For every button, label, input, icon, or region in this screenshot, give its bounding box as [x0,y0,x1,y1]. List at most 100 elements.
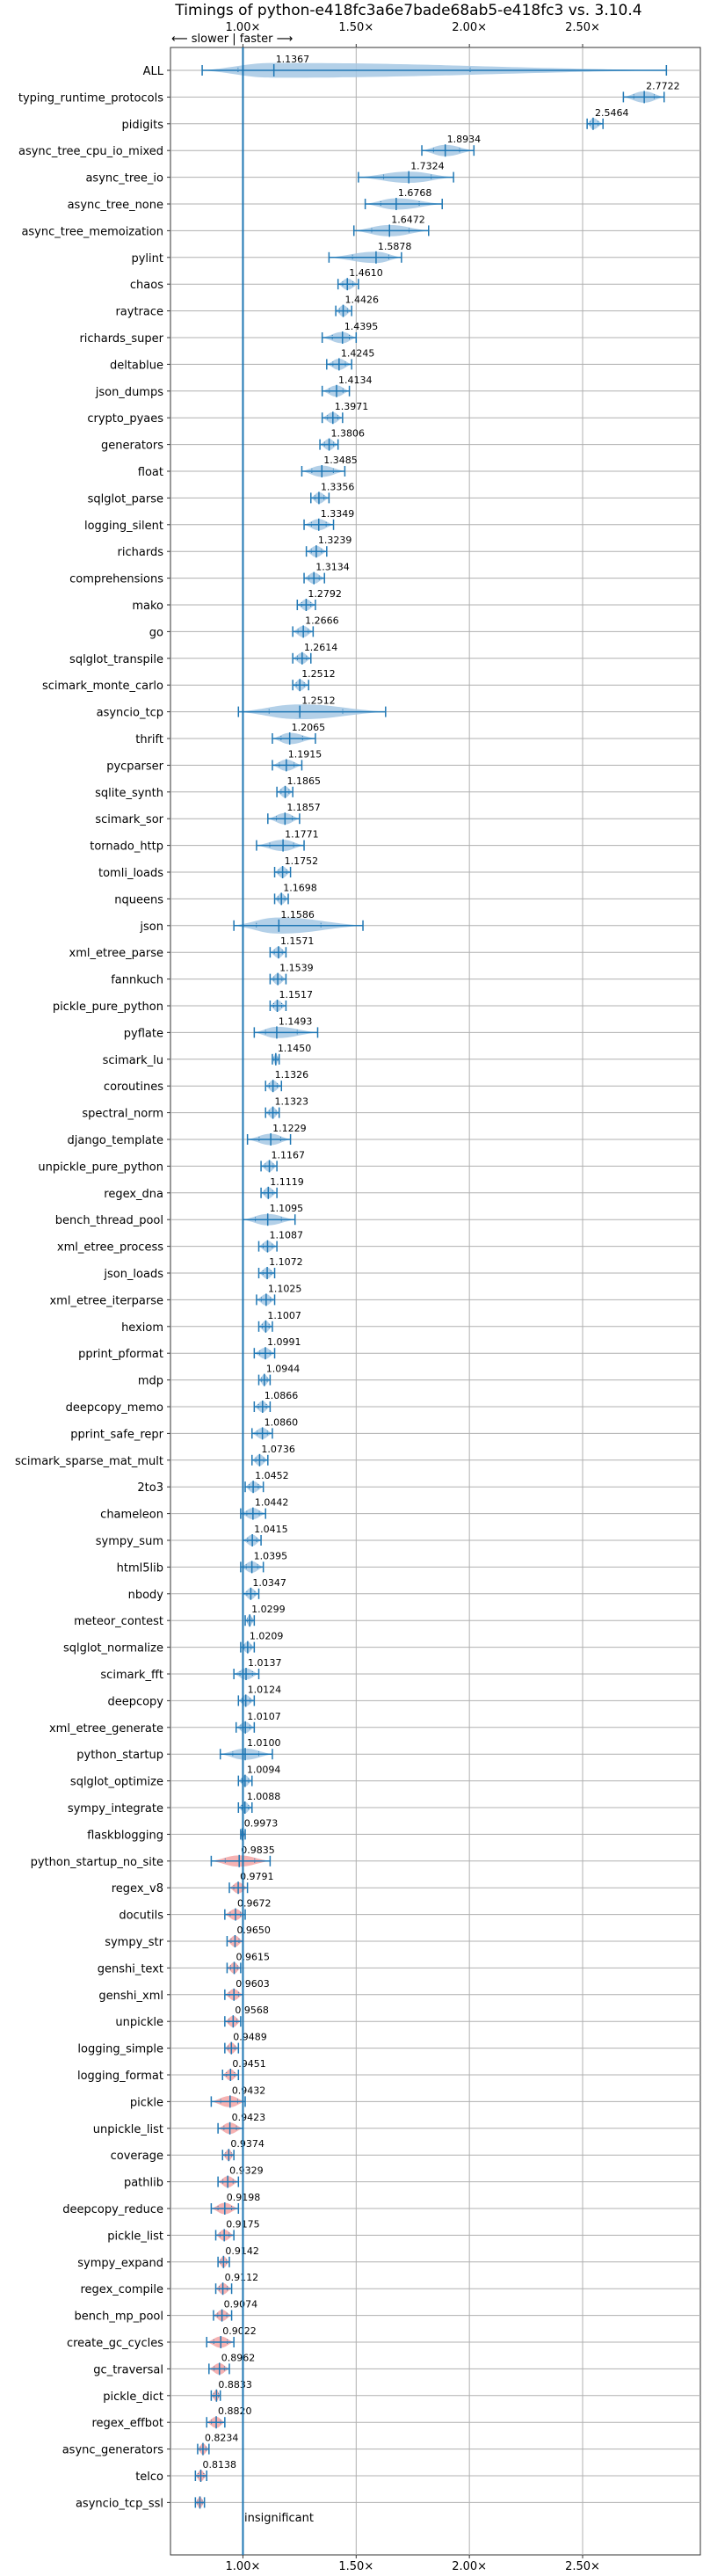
value-label: 1.3971 [335,401,369,412]
benchmark-label: deepcopy_memo [66,1401,163,1415]
value-label: 1.1025 [268,1283,302,1294]
benchmark-label: pickle [130,2096,163,2109]
value-label: 1.1539 [279,963,314,974]
benchmark-label: spectral_norm [82,1108,163,1121]
value-label: 0.9451 [232,2058,266,2070]
benchmark-violin: 1.0209 [240,1631,283,1654]
benchmark-violin: 1.4610 [337,267,383,291]
value-label: 1.1915 [288,748,323,760]
value-label: 1.4426 [345,295,380,306]
benchmark-violin: 1.0094 [237,1765,280,1787]
value-label: 1.0124 [248,1684,282,1695]
value-label: 1.1771 [285,829,319,840]
x-tick-label-top: 1.50× [338,21,373,34]
benchmark-violin: 1.0100 [219,1737,281,1761]
benchmark-label: mdp [138,1375,163,1388]
value-label: 1.0736 [261,1444,295,1455]
value-label: 1.5878 [378,241,412,252]
benchmark-violin: 1.0944 [257,1364,300,1386]
benchmark-label: xml_etree_generate [49,1722,163,1736]
value-label: 1.0395 [254,1550,288,1561]
benchmark-violin: 0.9198 [210,2192,260,2215]
value-label: 0.8138 [202,2459,236,2470]
benchmark-label: richards_super [79,332,163,346]
benchmark-label: coroutines [104,1081,163,1094]
benchmark-violin: 1.1493 [253,1015,319,1039]
x-tick-label-bottom: 2.00× [452,2560,487,2573]
value-label: 1.1586 [280,909,315,921]
benchmark-violin: 1.4245 [326,347,374,371]
x-tick-label-bottom: 1.50× [338,2560,373,2573]
value-label: 1.0299 [251,1604,286,1615]
benchmark-label: unpickle [115,2016,163,2029]
benchmark-violin: 0.9791 [228,1871,274,1895]
benchmark-label: asyncio_tcp_ssl [76,2497,163,2510]
benchmark-label: python_startup_no_site [31,1856,163,1869]
value-label: 0.9672 [237,1898,272,1910]
benchmark-violin: 2.7722 [622,80,680,104]
benchmark-violin: 1.1323 [265,1096,308,1119]
benchmark-label: genshi_xml [98,1990,163,2003]
value-label: 1.0088 [247,1791,281,1802]
benchmark-label: async_tree_none [68,199,163,212]
benchmark-label: pickle_list [107,2230,163,2243]
x-tick-label-bottom: 1.00× [226,2560,261,2573]
x-tick-label-bottom: 2.50× [565,2560,600,2573]
benchmark-label: 2to3 [137,1481,163,1495]
value-label: 1.1007 [267,1310,301,1321]
benchmark-violin: 1.1450 [272,1043,311,1066]
value-label: 1.3134 [315,562,350,573]
benchmark-violin: 1.4395 [321,321,378,344]
benchmark-label: docutils [119,1910,163,1923]
benchmark-violin: 1.1229 [246,1123,307,1146]
benchmark-label: nqueens [114,893,163,906]
value-label: 0.8234 [205,2433,238,2444]
value-label: 0.9329 [229,2165,264,2177]
benchmark-label: sympy_str [105,1936,163,1949]
benchmark-violin: 1.0137 [233,1657,281,1680]
benchmark-label: xml_etree_process [57,1241,163,1255]
benchmark-label: scimark_monte_carlo [42,680,163,693]
benchmark-label: coverage [111,2150,163,2163]
benchmark-violin: 1.2512 [237,695,387,719]
benchmark-label: python_startup [76,1749,163,1762]
value-label: 1.0415 [254,1524,288,1535]
benchmark-label: bench_mp_pool [74,2310,163,2324]
value-label: 1.1072 [269,1256,303,1268]
value-label: 0.9835 [241,1845,275,1856]
benchmark-label: sympy_sum [96,1535,163,1548]
value-label: 0.9791 [240,1871,274,1882]
benchmark-violin: 0.8138 [194,2459,236,2482]
benchmark-violin: 1.2614 [292,642,338,665]
value-label: 1.2666 [305,615,339,626]
value-label: 1.3356 [321,481,355,492]
benchmark-violin: 0.9672 [224,1898,272,1921]
value-label: 0.9615 [236,1951,271,1962]
benchmark-label: async_tree_cpu_io_mixed [18,145,163,158]
value-label: 0.9423 [232,2112,266,2123]
benchmark-label: unpickle_list [93,2123,163,2136]
benchmark-label: pickle_dict [103,2390,163,2404]
benchmark-violin: 0.9074 [213,2299,257,2322]
benchmark-label: comprehensions [69,573,163,586]
value-label: 1.6768 [398,187,432,199]
x-tick-label-top: 2.00× [452,21,487,34]
value-label: 1.3806 [331,428,366,440]
benchmark-label: deepcopy_reduce [62,2203,163,2216]
benchmark-violin: 0.9489 [224,2032,267,2055]
value-label: 1.0107 [247,1711,281,1722]
value-label: 0.9650 [236,1925,271,1936]
benchmark-label: pickle_pure_python [53,1001,163,1014]
benchmark-violin: 1.7324 [358,161,454,184]
benchmark-violin: 1.5878 [328,241,412,264]
benchmark-violin: 1.0107 [235,1711,281,1734]
benchmark-label: typing_runtime_protocols [18,91,163,105]
benchmark-label: sqlglot_transpile [69,653,163,666]
benchmark-label: sqlite_synth [95,787,163,800]
benchmark-label: create_gc_cycles [67,2337,163,2350]
value-label: 1.1517 [279,989,314,1001]
value-label: 1.2614 [304,642,338,653]
benchmark-label: meteor_contest [74,1615,163,1628]
value-label: 0.9568 [235,2005,269,2016]
benchmark-label: pycparser [106,760,163,773]
